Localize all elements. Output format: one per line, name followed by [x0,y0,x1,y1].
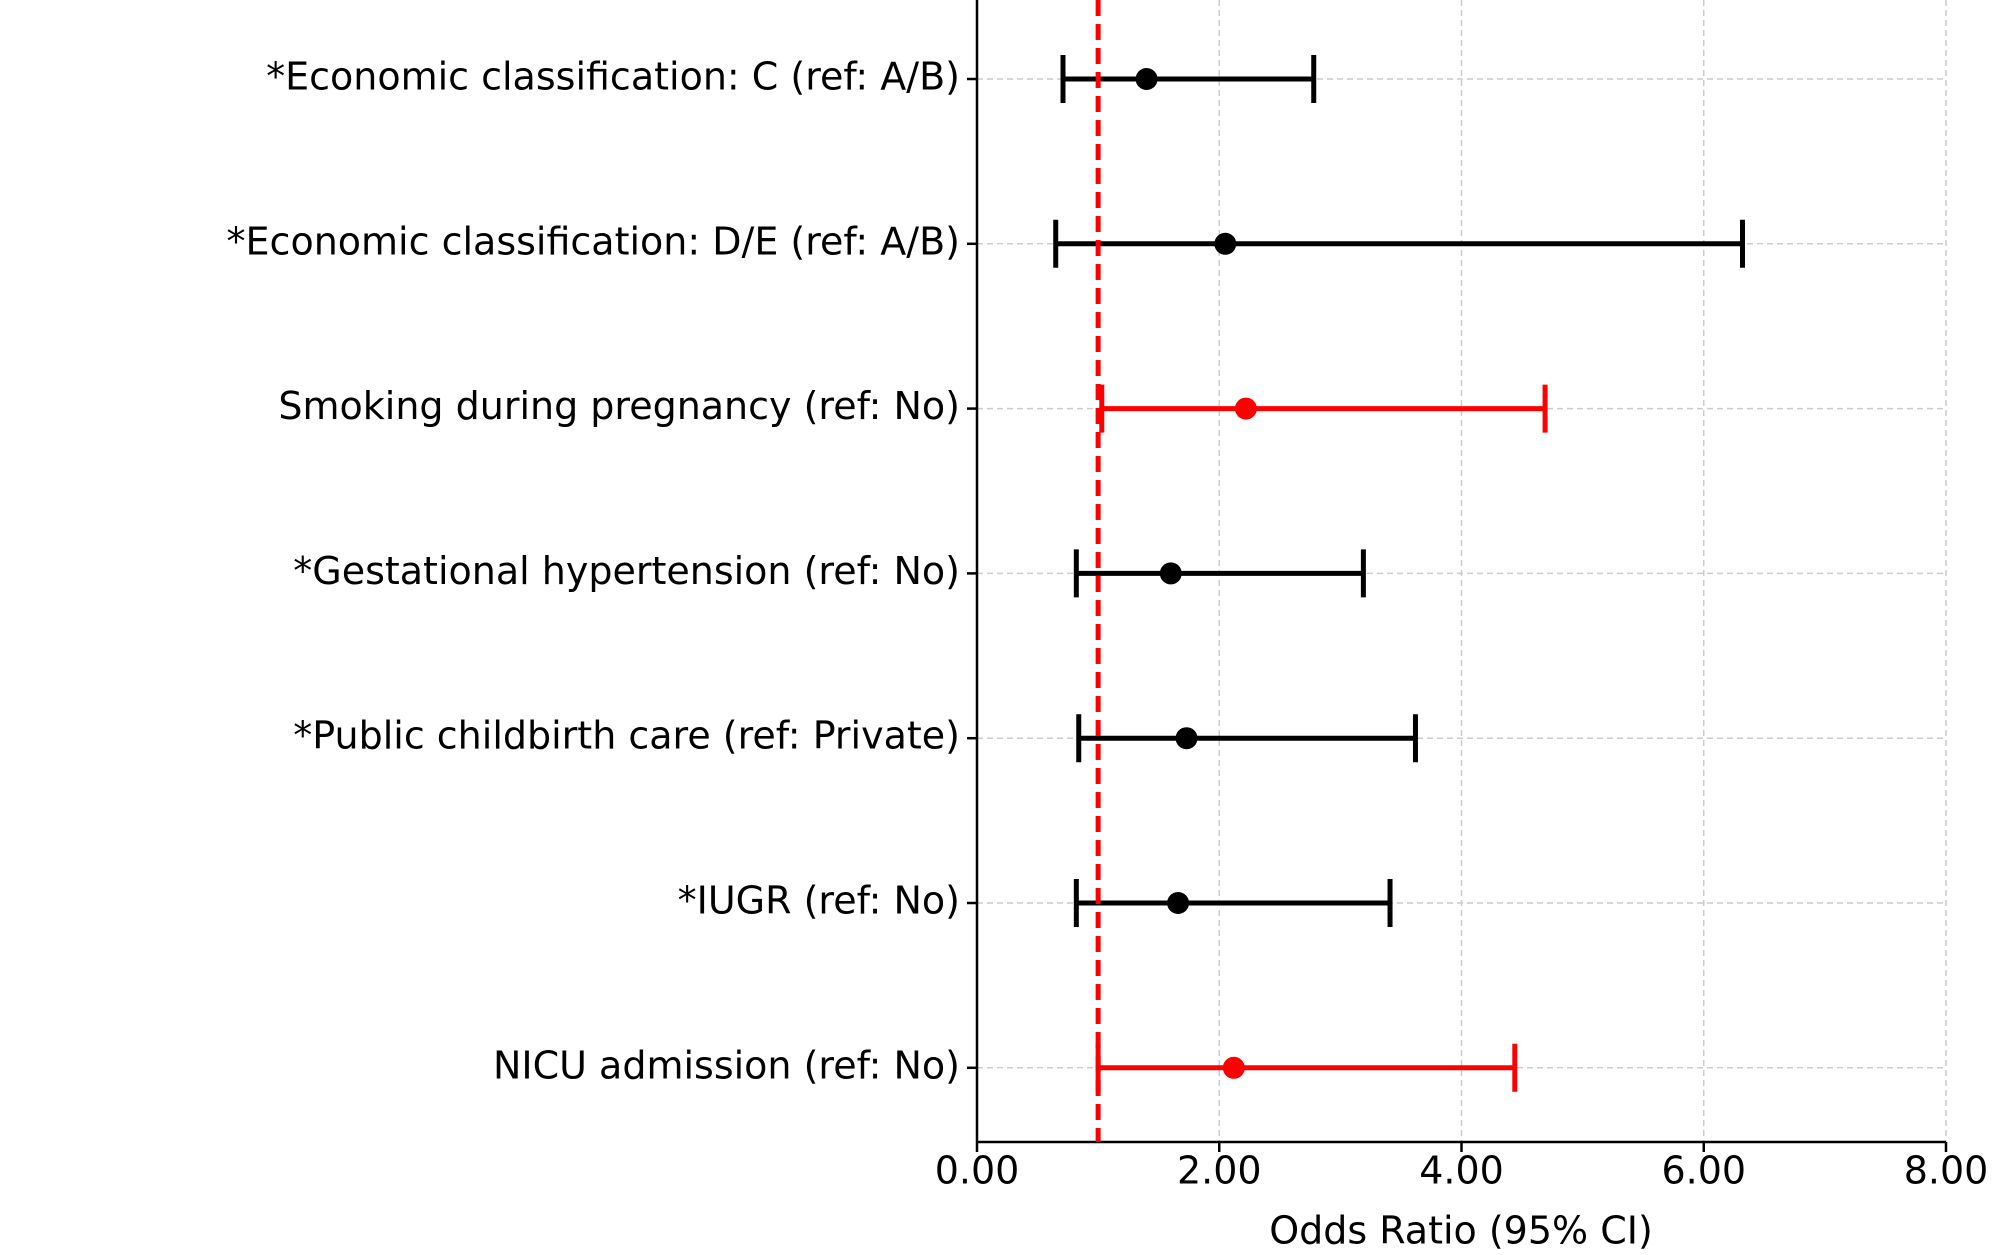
point-estimate [1222,1056,1245,1079]
x-tick-label: 4.00 [1419,1149,1504,1193]
point-estimate [1135,68,1158,90]
x-tick-label: 6.00 [1661,1149,1746,1193]
x-tick-label: 0.00 [935,1149,1020,1193]
y-tick-label: Smoking during pregnancy (ref: No) [278,384,960,428]
point-estimate [1214,232,1237,255]
x-tick-label: 2.00 [1177,1149,1262,1193]
y-tick-label: *Gestational hypertension (ref: No) [293,549,960,593]
y-tick-label: *IUGR (ref: No) [678,879,960,923]
point-estimate [1159,562,1182,585]
y-tick-label: *Public childbirth care (ref: Private) [293,714,960,758]
y-tick-label: *Economic classification: D/E (ref: A/B) [227,219,960,263]
point-estimate [1167,892,1190,914]
point-estimate [1234,397,1257,420]
y-tick-label: NICU admission (ref: No) [493,1043,960,1087]
x-axis-title: Odds Ratio (95% CI) [1269,1209,1653,1253]
point-estimate [1175,727,1198,750]
y-tick-label: *Economic classification: C (ref: A/B) [266,55,960,99]
x-tick-label: 8.00 [1904,1149,1989,1193]
